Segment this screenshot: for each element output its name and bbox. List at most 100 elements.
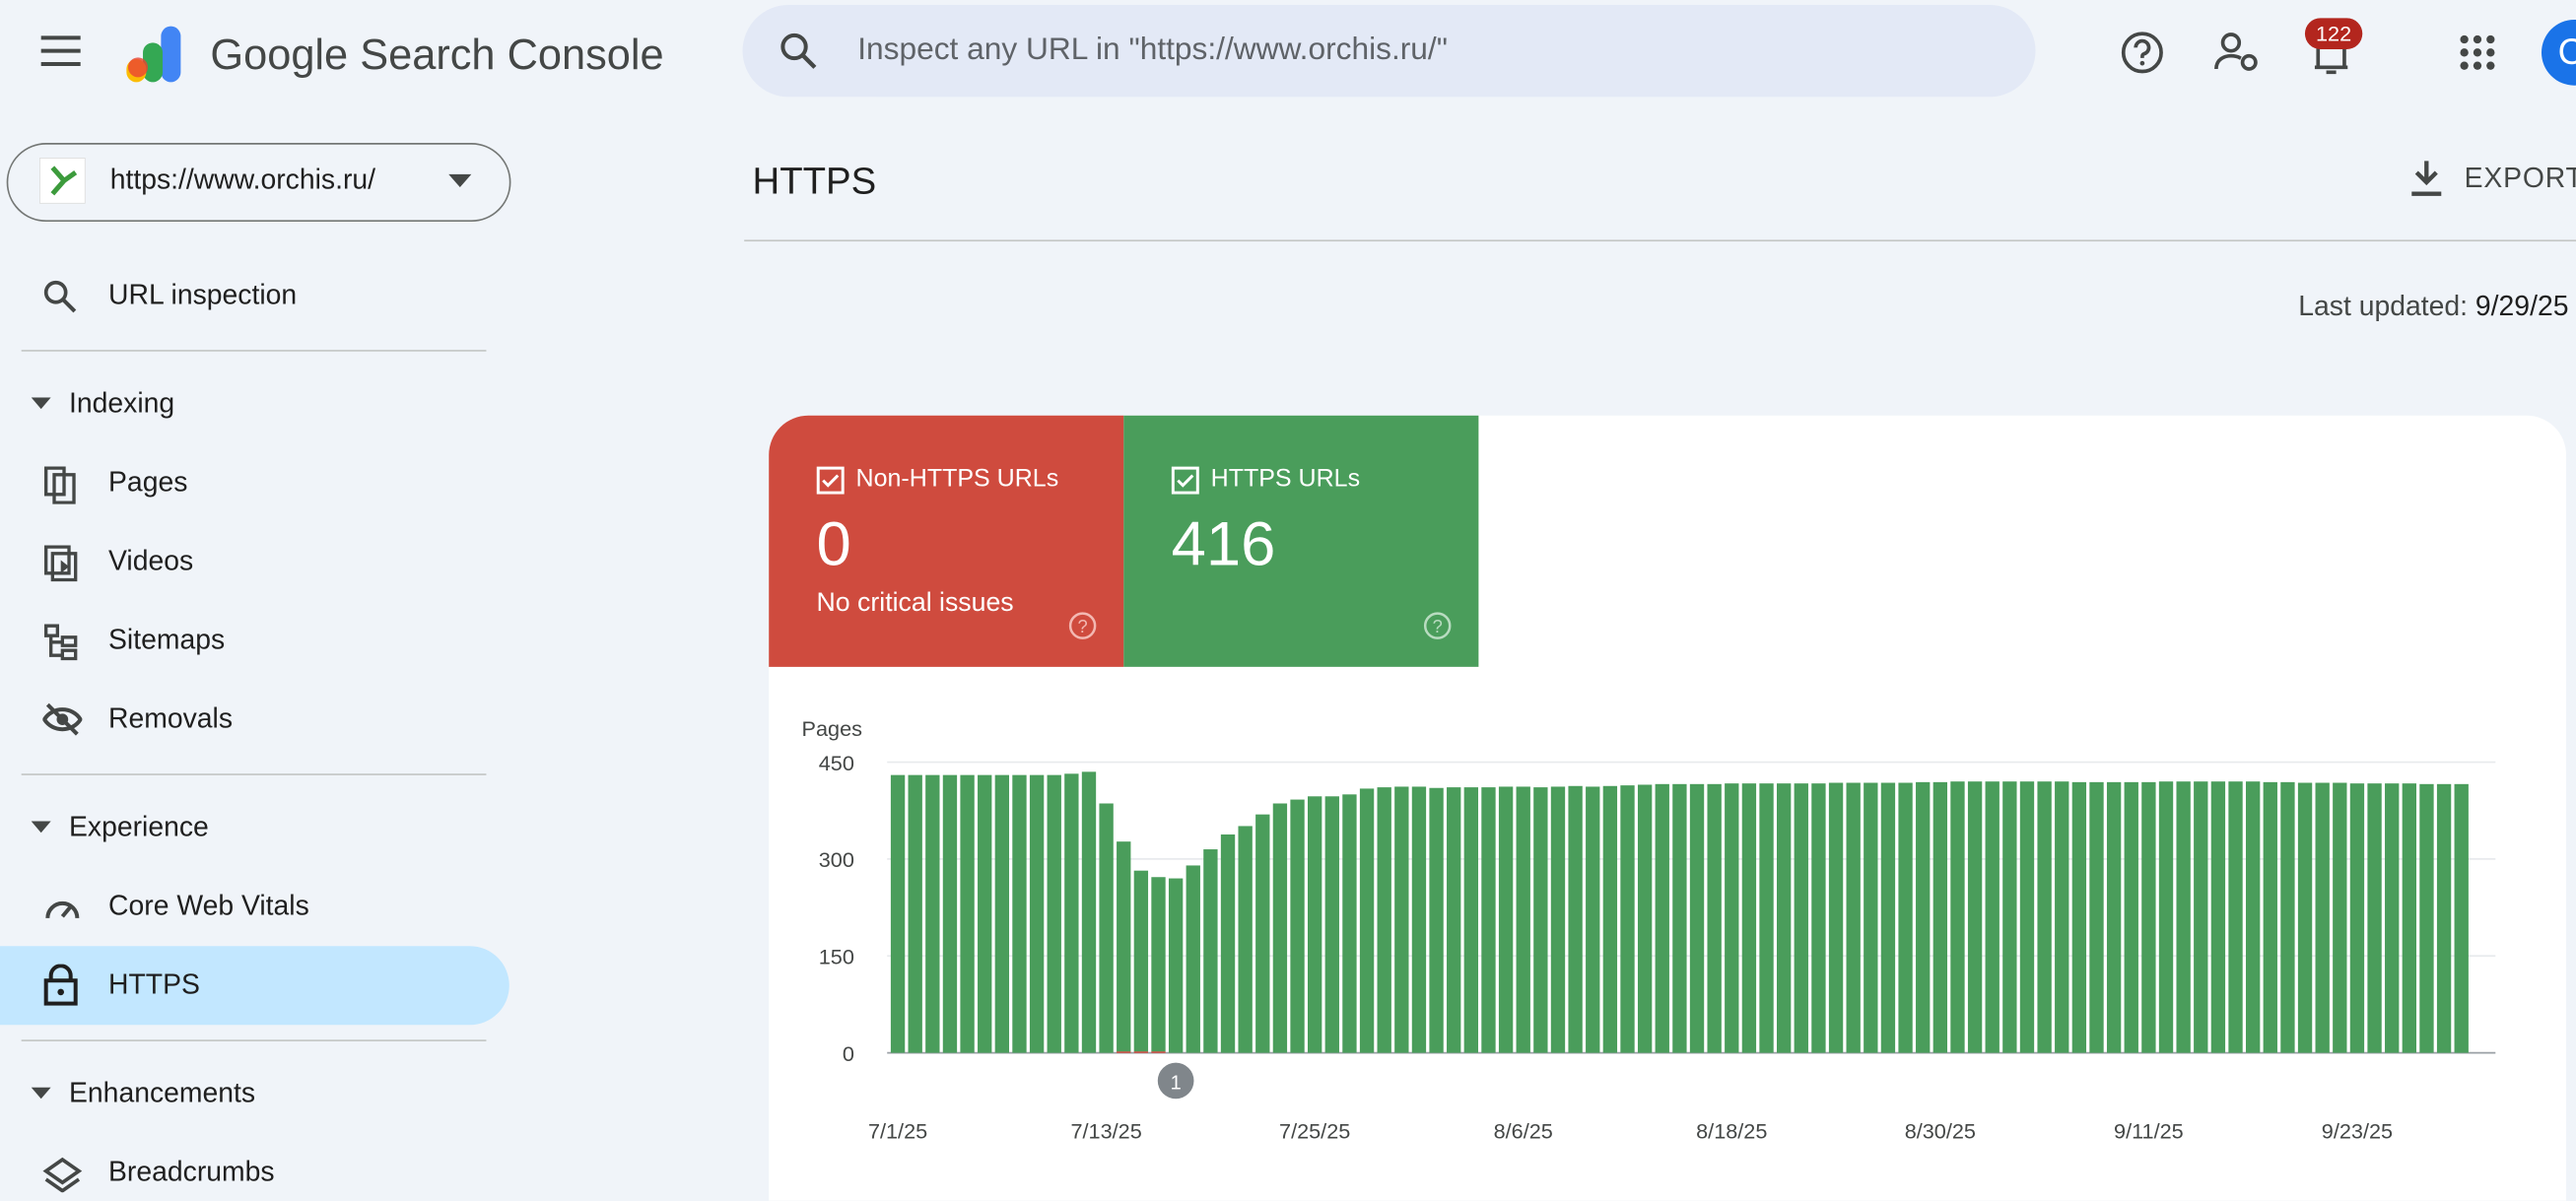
x-tick-label: 9/23/25 bbox=[2322, 1118, 2393, 1143]
users-icon[interactable] bbox=[2213, 30, 2263, 76]
nav-item[interactable]: Removals bbox=[108, 702, 234, 735]
nav-item[interactable]: Breadcrumbs bbox=[108, 1156, 275, 1188]
bar-segment bbox=[2194, 781, 2208, 1053]
nav-section[interactable]: Experience bbox=[69, 811, 209, 843]
apps-icon[interactable] bbox=[2460, 34, 2496, 71]
bar-segment bbox=[1481, 787, 1496, 1053]
bar-segment bbox=[2436, 783, 2452, 1053]
x-tick-label: 8/6/25 bbox=[1494, 1118, 1553, 1143]
bar-segment bbox=[2263, 781, 2277, 1053]
bar-segment bbox=[2349, 783, 2365, 1053]
bar-segment bbox=[1429, 787, 1444, 1053]
collapse-arrow bbox=[31, 397, 51, 410]
bar-segment bbox=[978, 774, 992, 1053]
menu-icon[interactable] bbox=[39, 33, 82, 69]
bar-segment bbox=[1498, 786, 1514, 1053]
separator bbox=[21, 1039, 487, 1041]
sitemaps-icon bbox=[44, 624, 78, 661]
bar-segment bbox=[1741, 783, 1757, 1053]
bar-segment bbox=[1168, 878, 1184, 1053]
bar-segment bbox=[1846, 782, 1861, 1053]
bar-segment bbox=[2367, 783, 2382, 1053]
bar-segment bbox=[942, 774, 958, 1053]
summary-label: Non-HTTPS URLs bbox=[855, 464, 1059, 494]
bar-segment bbox=[2089, 781, 2104, 1053]
bar-segment bbox=[1463, 787, 1479, 1053]
help-icon[interactable]: ? bbox=[1423, 611, 1453, 640]
bar-segment bbox=[1985, 781, 2000, 1053]
bar-segment bbox=[925, 774, 940, 1053]
property-selector[interactable] bbox=[6, 143, 511, 223]
product-name: Google Search Console bbox=[210, 30, 664, 80]
bar-segment bbox=[1916, 781, 1931, 1053]
property-url: https://www.orchis.ru/ bbox=[109, 164, 376, 196]
bar-segment bbox=[1186, 865, 1200, 1053]
bar-segment bbox=[2245, 781, 2261, 1053]
search-box[interactable] bbox=[742, 5, 2036, 98]
bar-segment bbox=[2280, 781, 2295, 1053]
vitals-icon bbox=[45, 901, 80, 919]
help-icon[interactable] bbox=[2120, 30, 2166, 76]
checkbox[interactable] bbox=[1171, 466, 1199, 495]
nav-section[interactable]: Enhancements bbox=[69, 1077, 256, 1109]
svg-text:?: ? bbox=[1078, 616, 1088, 636]
annotation-marker bbox=[1157, 1062, 1194, 1100]
notification-badge: 122 bbox=[2304, 18, 2363, 50]
annotation-label: 1 bbox=[1171, 1072, 1182, 1094]
bar-segment bbox=[1133, 1051, 1149, 1053]
pages-icon bbox=[44, 466, 76, 504]
download-icon[interactable] bbox=[2408, 158, 2445, 197]
bar-segment bbox=[1272, 803, 1288, 1053]
bar-segment bbox=[1447, 787, 1461, 1053]
y-tick-label: 450 bbox=[819, 751, 854, 775]
bar-segment bbox=[994, 774, 1010, 1053]
summary-card-error[interactable]: Non-HTTPS URLs 0 No critical issues ? bbox=[769, 415, 1124, 667]
summary-label: HTTPS URLs bbox=[1210, 464, 1361, 494]
bar-segment bbox=[1637, 784, 1653, 1053]
summary-card-valid[interactable]: HTTPS URLs 416 ? bbox=[1123, 415, 1479, 667]
summary-value: 0 bbox=[816, 510, 851, 580]
bar-segment bbox=[2106, 781, 2122, 1053]
bar-segment bbox=[1620, 785, 1635, 1053]
bar-segment bbox=[1290, 799, 1305, 1053]
logo bbox=[126, 26, 181, 83]
nav-item[interactable]: HTTPS bbox=[108, 968, 200, 1001]
nav-item[interactable]: URL inspection bbox=[108, 279, 298, 311]
collapse-arrow bbox=[31, 821, 51, 834]
export-button[interactable]: EXPORT bbox=[2464, 163, 2576, 194]
bar-segment bbox=[1672, 783, 1687, 1053]
bar-segment bbox=[908, 774, 922, 1053]
checkbox[interactable] bbox=[816, 466, 845, 495]
nav-item[interactable]: Sitemaps bbox=[108, 624, 226, 656]
bar-segment bbox=[1117, 841, 1131, 1052]
nav-item[interactable]: Pages bbox=[108, 466, 188, 499]
last-updated: Last updated: 9/29/25 bbox=[2298, 291, 2568, 323]
bar-segment bbox=[1012, 774, 1027, 1053]
x-tick-label: 8/30/25 bbox=[1905, 1118, 1976, 1143]
nav-section[interactable]: Indexing bbox=[69, 387, 175, 420]
bar-segment bbox=[2402, 783, 2416, 1053]
bar-segment bbox=[2210, 781, 2226, 1053]
bar-segment bbox=[2176, 781, 2191, 1053]
bar-segment bbox=[2158, 781, 2174, 1053]
separator bbox=[21, 350, 487, 352]
x-tick-label: 9/11/25 bbox=[2114, 1118, 2184, 1143]
bar-segment bbox=[2002, 781, 2017, 1053]
nav-item[interactable]: Videos bbox=[108, 545, 194, 577]
bar-segment bbox=[2037, 781, 2052, 1053]
bar-segment bbox=[2333, 782, 2347, 1053]
separator bbox=[21, 773, 487, 775]
bar-segment bbox=[1047, 774, 1061, 1053]
bar-segment bbox=[1898, 782, 1913, 1053]
bar-segment bbox=[1377, 787, 1391, 1053]
bar-segment bbox=[2315, 782, 2330, 1053]
videos-icon bbox=[44, 545, 78, 582]
bar-segment bbox=[1064, 773, 1079, 1053]
page-title: HTTPS bbox=[752, 159, 877, 203]
bar-segment bbox=[1811, 783, 1826, 1053]
bar-segment bbox=[1586, 786, 1600, 1053]
nav-item[interactable]: Core Web Vitals bbox=[108, 890, 309, 922]
help-icon[interactable]: ? bbox=[1068, 611, 1098, 640]
